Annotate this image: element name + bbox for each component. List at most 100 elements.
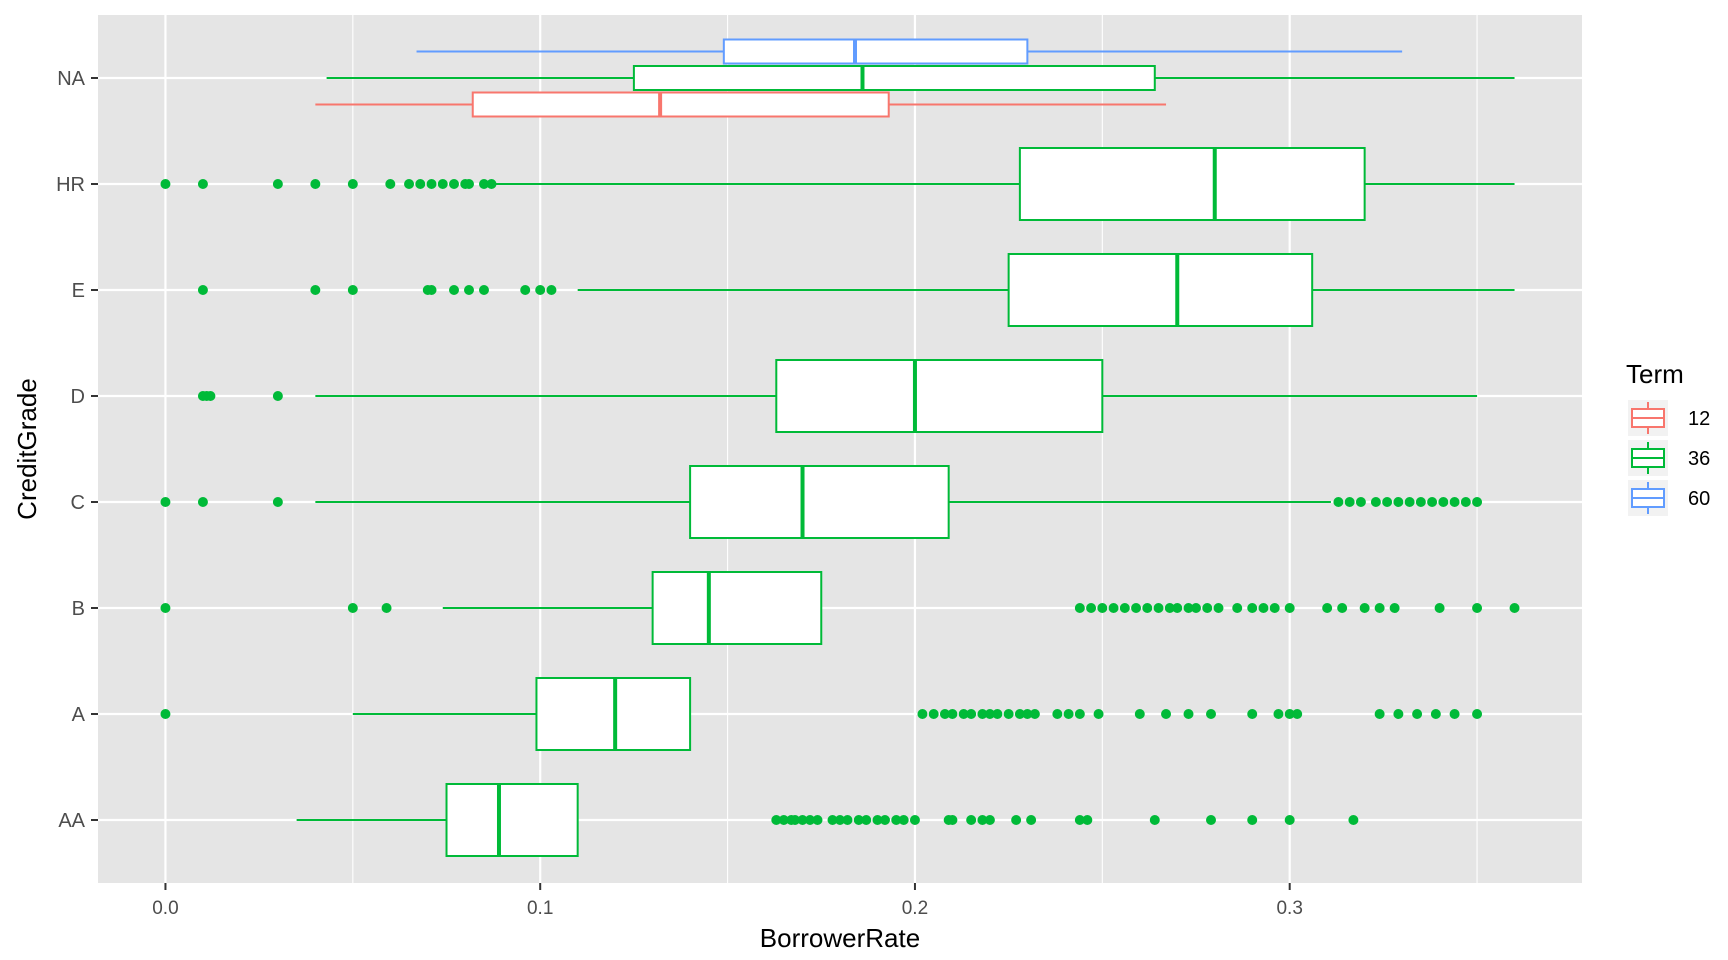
outlier-point [1472,709,1483,719]
outlier-point [426,179,437,189]
outlier-point [1273,709,1284,719]
outlier-point [853,815,864,825]
outlier-point [1434,603,1445,613]
outlier-point [1472,497,1483,507]
outlier-point [1086,603,1097,613]
x-tick-label: 0.3 [1276,898,1302,919]
legend-label: 36 [1688,448,1710,470]
outlier-point [928,709,939,719]
outlier-point [1029,709,1040,719]
outlier-point [160,497,171,507]
outlier-point [1269,603,1280,613]
outlier-point [771,815,782,825]
box-iqr [1018,147,1366,221]
outlier-point [1108,603,1119,613]
box-E-term-36 [197,253,1515,327]
outlier-point [827,815,838,825]
outlier-point [1164,603,1175,613]
outlier-point [1191,603,1202,613]
box-iqr [632,65,1156,91]
outlier-point [977,709,988,719]
box-D-term-36 [197,359,1478,433]
outlier-point [1292,709,1303,719]
outlier-point [1097,603,1108,613]
outlier-point [872,815,883,825]
outlier-point [310,179,321,189]
outlier-point [1074,815,1085,825]
outlier-point [947,709,958,719]
outlier-point [1003,709,1014,719]
x-tick-label: 0.0 [152,898,178,919]
outlier-point [1382,497,1393,507]
outlier-point [1153,603,1164,613]
outlier-point [958,709,969,719]
outlier-point [197,285,208,295]
outlier-point [1134,709,1145,719]
outlier-point [1355,497,1366,507]
outlier-point [1359,603,1370,613]
outlier-point [1472,603,1483,613]
outlier-point [437,179,448,189]
outlier-point [1093,709,1104,719]
outlier-point [812,815,823,825]
outlier-point [1172,603,1183,613]
outlier-point [984,709,995,719]
outlier-point [1393,497,1404,507]
outlier-point [939,709,950,719]
box-NA-term-12 [315,91,1167,118]
y-tick-label: HR [56,174,85,196]
outlier-point [1404,497,1415,507]
outlier-point [272,179,283,189]
outlier-point [1430,709,1441,719]
box-iqr [1007,253,1314,327]
outlier-point [1063,709,1074,719]
outlier-point [977,815,988,825]
box-iqr [775,359,1104,433]
outlier-point [1247,815,1258,825]
outlier-point [966,709,977,719]
y-tick-label: NA [57,68,85,90]
outlier-point [464,285,474,295]
outlier-point [404,179,415,189]
outlier-point [1412,709,1423,719]
y-tick-label: C [71,492,85,514]
outlier-point [1232,603,1243,613]
y-tick-label: B [72,598,85,620]
outlier-point [1131,603,1142,613]
outlier-point [1389,603,1400,613]
outlier-point [1348,815,1359,825]
outlier-point [1247,709,1258,719]
outlier-point [381,603,392,613]
outlier-point [272,497,283,507]
outlier-point [385,179,396,189]
outlier-point [310,285,321,295]
outlier-point [1393,709,1404,719]
outlier-point [861,815,872,825]
legend-item-term-12: 12 [1628,400,1710,436]
box-layer [160,38,1520,857]
outlier-point [1206,709,1216,719]
outlier-point [1344,497,1355,507]
outlier-point [1074,709,1085,719]
box-iqr [651,571,823,645]
outlier-point [1183,603,1194,613]
outlier-point [478,179,489,189]
outlier-point [790,815,801,825]
legend-item-term-36: 36 [1628,440,1710,476]
plot-panel [98,15,1582,883]
outlier-point [992,709,1003,719]
box-A-term-36 [160,677,1483,751]
outlier-point [879,815,890,825]
outlier-point [347,179,358,189]
outlier-point [449,285,460,295]
x-tick-label: 0.2 [902,898,928,919]
outlier-point [917,709,928,719]
outlier-point [520,285,531,295]
outlier-point [1142,603,1153,613]
x-tick-label: 0.1 [527,898,553,919]
outlier-point [1284,815,1295,825]
outlier-point [546,285,557,295]
